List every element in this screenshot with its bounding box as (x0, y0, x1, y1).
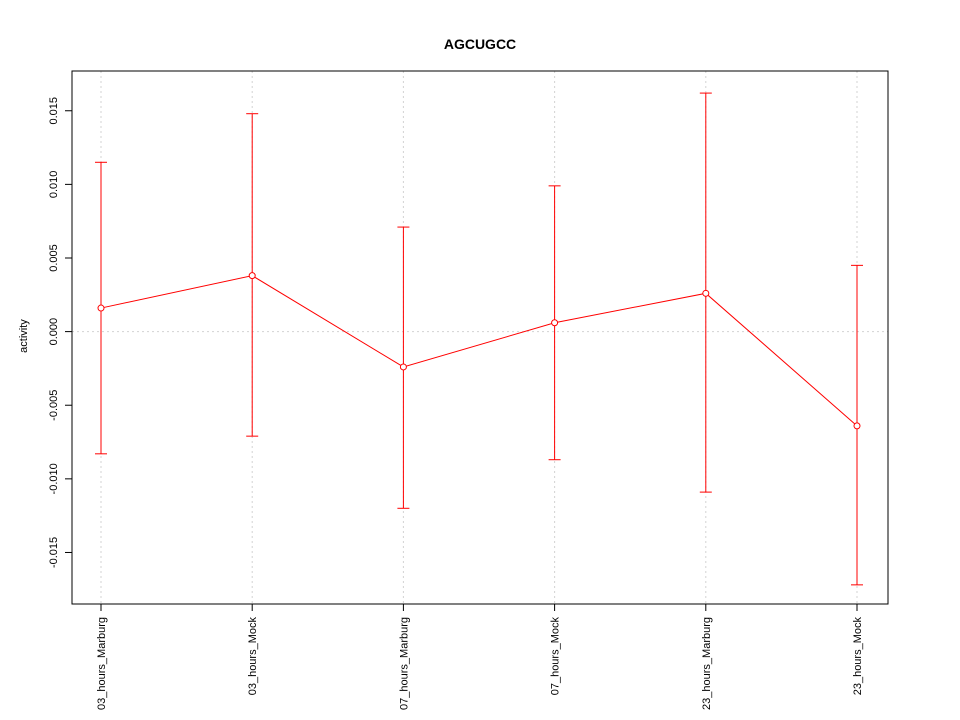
y-tick-label: -0.010 (48, 463, 60, 494)
x-tick-label: 07_hours_Mock (550, 617, 562, 696)
data-point (551, 319, 559, 327)
data-point (399, 363, 407, 371)
grid-layer (72, 71, 888, 604)
data-point (853, 422, 861, 430)
y-tick-label: -0.005 (48, 390, 60, 421)
series-layer (95, 92, 863, 586)
data-point (97, 304, 105, 312)
y-tick-label: 0.005 (48, 244, 60, 272)
chart-title: AGCUGCC (444, 36, 516, 52)
series-line (100, 275, 858, 427)
y-tick-label: -0.015 (48, 537, 60, 568)
x-tick-label: 03_hours_Mock (247, 617, 259, 696)
data-point (248, 272, 256, 280)
x-tick-label: 23_hours_Mock (852, 617, 864, 696)
y-tick-label: 0.010 (48, 171, 60, 199)
data-point (702, 289, 710, 297)
axis-layer: -0.015 -0.010 -0.005 0.000 0.005 0.010 0.015 03… (48, 97, 864, 710)
x-tick-label: 07_hours_Marburg (398, 617, 410, 710)
y-tick-label: 0.015 (48, 97, 60, 125)
y-tick-label: 0.000 (48, 318, 60, 346)
y-axis-label: activity (18, 319, 30, 353)
plot-frame (71, 70, 889, 605)
x-tick-label: 03_hours_Marburg (96, 617, 108, 710)
x-tick-label: 23_hours_Marburg (701, 617, 713, 710)
